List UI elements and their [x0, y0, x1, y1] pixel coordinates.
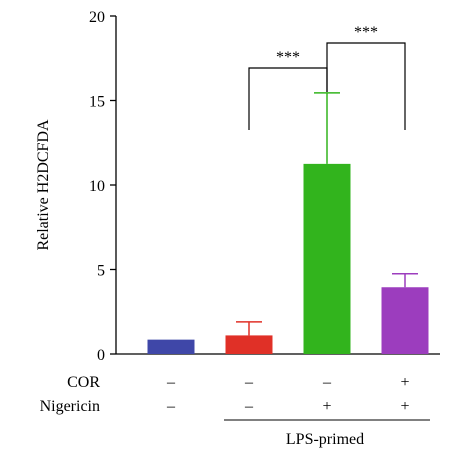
bar-4 — [381, 287, 429, 354]
treatment-row-label: Nigericin — [40, 398, 100, 415]
significance-bracket — [248, 67, 328, 130]
treatment-sign: + — [400, 374, 409, 391]
treatment-sign: + — [400, 398, 409, 415]
significance-label: *** — [354, 24, 378, 41]
treatment-sign: – — [322, 374, 332, 391]
treatment-rows: COR – – – + Nigericin – – + + — [40, 374, 410, 415]
y-tick-label: 15 — [89, 94, 105, 111]
treatment-row-label: COR — [67, 374, 100, 391]
error-bars — [236, 92, 418, 336]
bar-1 — [147, 339, 195, 354]
group-label: LPS-primed — [286, 431, 364, 448]
significance-brackets: *** *** — [248, 24, 406, 130]
bars — [147, 163, 429, 354]
bar-3 — [303, 163, 351, 354]
treatment-sign: – — [244, 374, 254, 391]
y-tick-label: 5 — [97, 263, 105, 280]
bar-2 — [225, 335, 273, 354]
treatment-sign: – — [244, 398, 254, 415]
y-tick-label: 0 — [97, 347, 105, 364]
y-tick-label: 10 — [89, 178, 105, 195]
treatment-sign: – — [166, 374, 176, 391]
y-axis-label: Relative H2DCFDA — [35, 119, 52, 251]
treatment-sign: – — [166, 398, 176, 415]
significance-bracket — [326, 42, 406, 130]
y-ticks: 0 5 10 15 20 — [89, 9, 116, 364]
y-tick-label: 20 — [89, 9, 105, 26]
treatment-sign: + — [322, 398, 331, 415]
significance-label: *** — [276, 49, 300, 66]
